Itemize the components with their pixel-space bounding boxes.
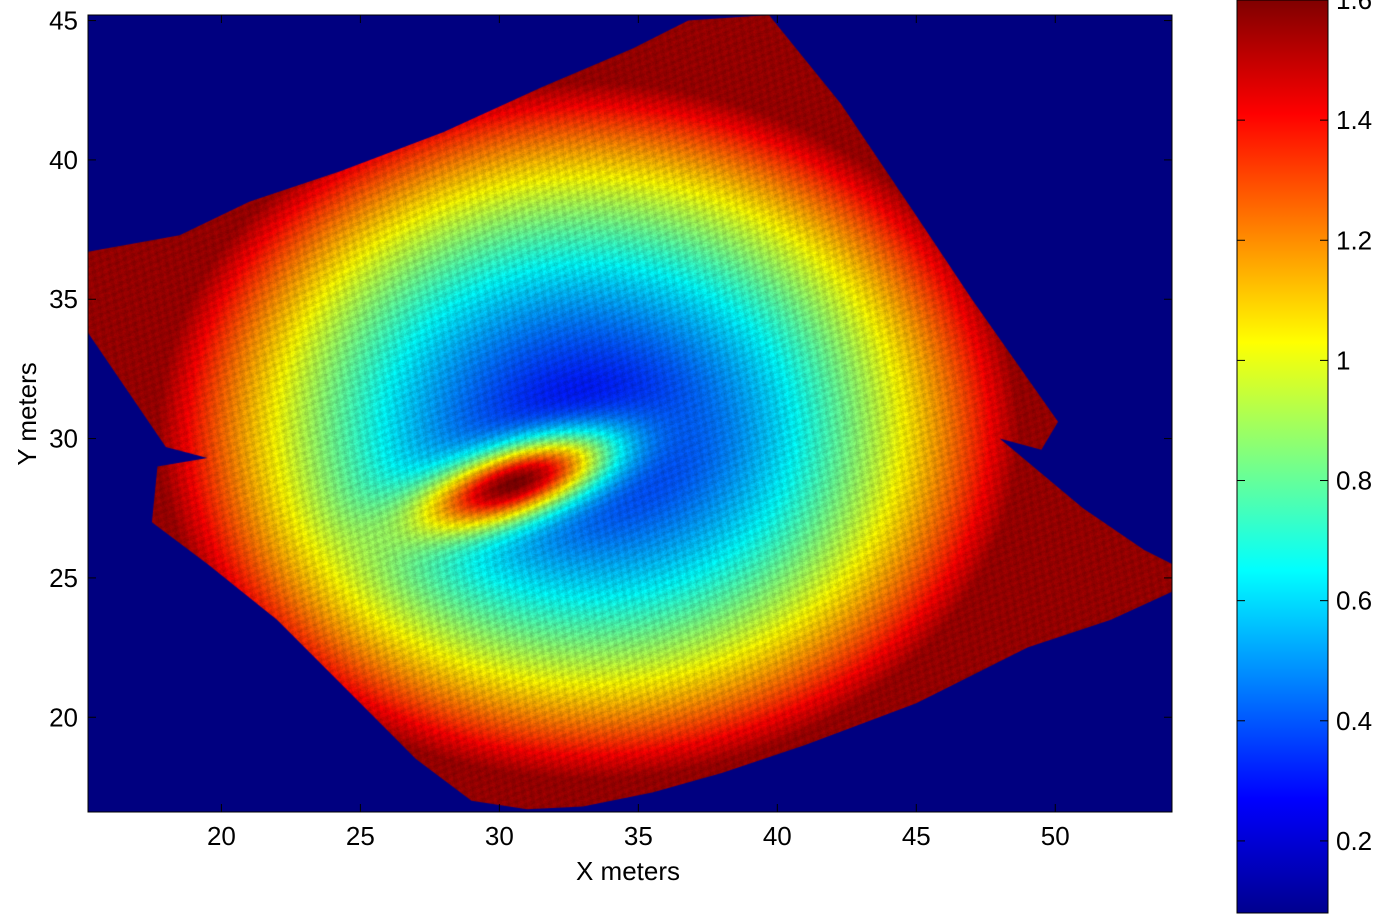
y-axis-ticks: 20 25 30 35 40 45 xyxy=(49,6,1172,732)
heatmap-surface xyxy=(88,15,1172,812)
x-tick-label: 30 xyxy=(485,821,514,851)
colorbar-tick-label: 0.6 xyxy=(1336,586,1372,616)
x-axis-label: X meters xyxy=(576,856,680,886)
x-tick-label: 45 xyxy=(902,821,931,851)
colorbar-tick-label: 0.8 xyxy=(1336,466,1372,496)
y-tick-label: 20 xyxy=(49,702,78,732)
y-tick-label: 35 xyxy=(49,284,78,314)
x-axis-ticks: 20 25 30 35 40 45 50 xyxy=(207,15,1070,851)
x-tick-label: 50 xyxy=(1041,821,1070,851)
x-tick-label: 20 xyxy=(207,821,236,851)
colorbar-tick-label: 1.2 xyxy=(1336,225,1372,255)
y-tick-label: 30 xyxy=(49,424,78,454)
y-tick-label: 45 xyxy=(49,6,78,36)
x-tick-label: 40 xyxy=(763,821,792,851)
colorbar-tick-label: 0.2 xyxy=(1336,826,1372,856)
colorbar-tick-label: 1.6 xyxy=(1336,0,1372,15)
y-tick-label: 40 xyxy=(49,145,78,175)
y-tick-label: 25 xyxy=(49,563,78,593)
y-axis-label: Y meters xyxy=(12,362,42,466)
colorbar-tick-label: 0.4 xyxy=(1336,706,1372,736)
colorbar-tick-label: 1.4 xyxy=(1336,105,1372,135)
x-tick-label: 25 xyxy=(346,821,375,851)
x-tick-label: 35 xyxy=(624,821,653,851)
axes-frame xyxy=(87,14,1173,813)
colorbar-tick-label: 1 xyxy=(1336,345,1350,375)
colorbar-ticks: 0.2 0.4 0.6 0.8 1 1.2 1.4 1.6 xyxy=(1237,0,1372,856)
colorbar xyxy=(1236,0,1329,914)
